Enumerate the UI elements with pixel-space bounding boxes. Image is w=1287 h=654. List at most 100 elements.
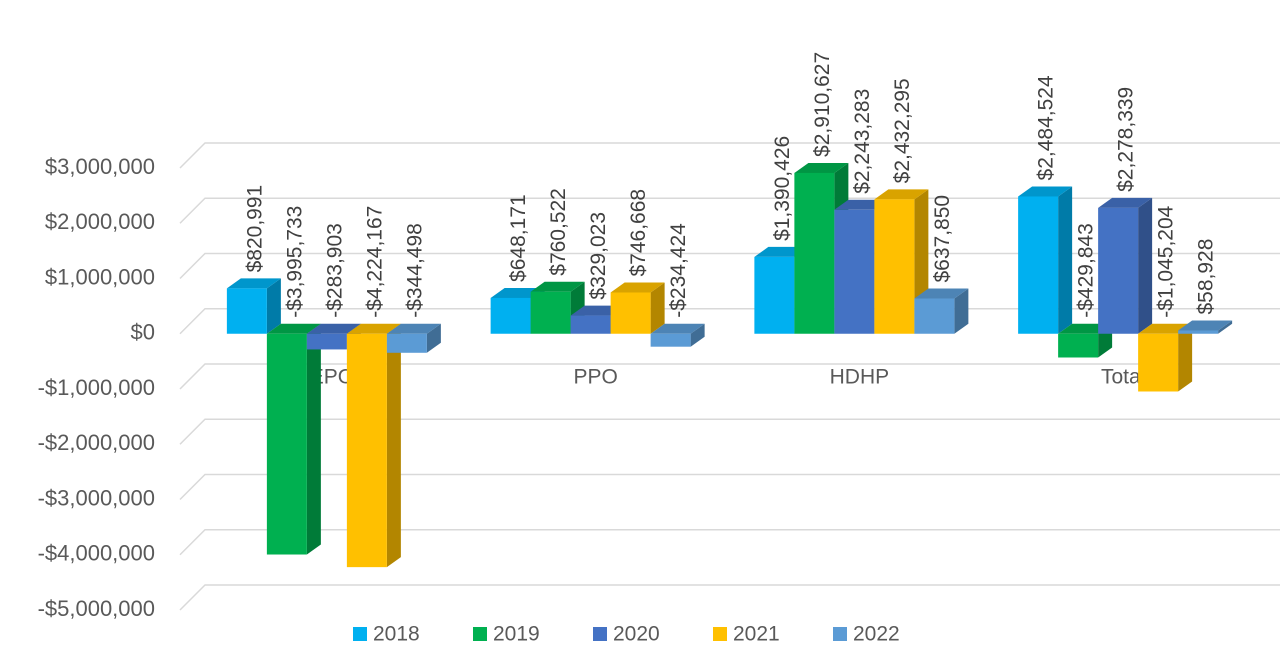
bar-group <box>226 278 281 334</box>
bar-top <box>530 281 585 292</box>
data-label: $637,850 <box>931 195 954 283</box>
legend-swatch <box>593 627 607 641</box>
bar-top <box>914 288 969 299</box>
grid-line <box>179 142 1280 169</box>
data-label: -$283,903 <box>323 223 346 318</box>
y-tick-label: -$1,000,000 <box>38 375 155 400</box>
bar <box>306 333 347 350</box>
bar-side <box>1058 186 1073 334</box>
bar <box>266 333 307 555</box>
y-tick-label: $1,000,000 <box>45 264 155 289</box>
bar-side <box>1178 323 1193 392</box>
data-label: $2,432,295 <box>891 78 914 183</box>
bar <box>386 333 427 353</box>
bar-top <box>874 189 929 200</box>
bar-group <box>346 323 401 568</box>
bar <box>1138 333 1179 392</box>
bar <box>650 333 691 347</box>
bar <box>530 291 571 334</box>
bar-group <box>610 282 665 334</box>
y-tick-label: -$3,000,000 <box>38 485 155 510</box>
bar-side <box>954 288 969 334</box>
bar-top <box>226 278 281 289</box>
grid-line <box>179 418 1280 445</box>
y-tick-label: $0 <box>131 320 155 345</box>
bar-top <box>346 323 401 334</box>
bar-group <box>266 323 321 555</box>
data-label: $746,668 <box>627 189 650 277</box>
legend-label: 2019 <box>493 623 540 646</box>
bar-group <box>650 323 705 347</box>
bar <box>1018 196 1059 334</box>
data-label: -$4,224,167 <box>363 206 386 318</box>
data-label: -$344,498 <box>403 223 426 318</box>
bar-side <box>386 323 401 568</box>
data-label: $2,243,283 <box>851 89 874 194</box>
grid-line <box>179 584 1280 611</box>
bar-side <box>690 323 705 347</box>
grid-line <box>179 473 1280 501</box>
bar-group <box>386 323 441 353</box>
data-label: $820,991 <box>243 185 266 273</box>
bar <box>610 292 651 334</box>
legend-swatch <box>713 627 727 641</box>
data-label: $2,484,524 <box>1035 75 1058 180</box>
bar-top <box>386 323 441 334</box>
bar-group <box>914 288 969 334</box>
data-label: -$3,995,733 <box>283 206 306 318</box>
bar-top <box>1018 186 1073 197</box>
y-tick-label: $3,000,000 <box>45 154 155 179</box>
data-label: $329,023 <box>587 212 610 300</box>
bar <box>794 172 835 334</box>
legend-label: 2020 <box>613 623 660 646</box>
data-label: $58,928 <box>1195 239 1218 315</box>
data-label: $1,390,426 <box>771 136 794 241</box>
data-label: $2,910,627 <box>811 52 834 157</box>
legend-label: 2018 <box>373 623 420 646</box>
bar <box>754 256 795 334</box>
bar-top <box>794 162 849 173</box>
grid-line <box>179 529 1280 556</box>
y-tick-label: -$4,000,000 <box>38 541 155 566</box>
bar-group <box>1138 323 1193 392</box>
data-label: $648,171 <box>507 194 530 282</box>
legend-swatch <box>353 627 367 641</box>
bar-side <box>1138 197 1153 334</box>
bar-side <box>306 323 321 555</box>
bar <box>226 288 267 334</box>
bar-group <box>1178 320 1233 334</box>
bar <box>1098 207 1139 334</box>
bar-top <box>610 282 665 293</box>
bar-top <box>306 323 361 334</box>
bar <box>874 199 915 334</box>
bar <box>490 297 531 334</box>
data-label: $2,278,339 <box>1115 87 1138 192</box>
bar-top <box>1178 320 1233 331</box>
legend-swatch <box>473 627 487 641</box>
bar-side <box>650 282 665 334</box>
data-label: -$234,424 <box>667 223 690 318</box>
legend-label: 2022 <box>853 623 900 646</box>
y-tick-label: -$5,000,000 <box>38 596 155 621</box>
data-label: -$429,843 <box>1075 223 1098 318</box>
data-label: -$1,045,204 <box>1155 205 1178 317</box>
grid-line <box>179 363 1280 390</box>
bar-top <box>650 323 705 334</box>
bar-side <box>266 278 281 334</box>
legend-swatch <box>833 627 847 641</box>
data-label: $760,522 <box>547 188 570 276</box>
x-tick-label: HDHP <box>830 365 890 388</box>
y-tick-label: $2,000,000 <box>45 209 155 234</box>
bar-group <box>1018 186 1073 334</box>
bar-top <box>266 323 321 334</box>
bar <box>1178 330 1219 334</box>
bar <box>570 315 611 334</box>
legend-label: 2021 <box>733 623 780 646</box>
bar-side <box>426 323 441 353</box>
bar <box>834 209 875 334</box>
x-tick-label: Total <box>1101 365 1145 388</box>
bar <box>346 333 387 568</box>
x-tick-label: PPO <box>573 365 617 388</box>
bar-group <box>1098 197 1153 334</box>
